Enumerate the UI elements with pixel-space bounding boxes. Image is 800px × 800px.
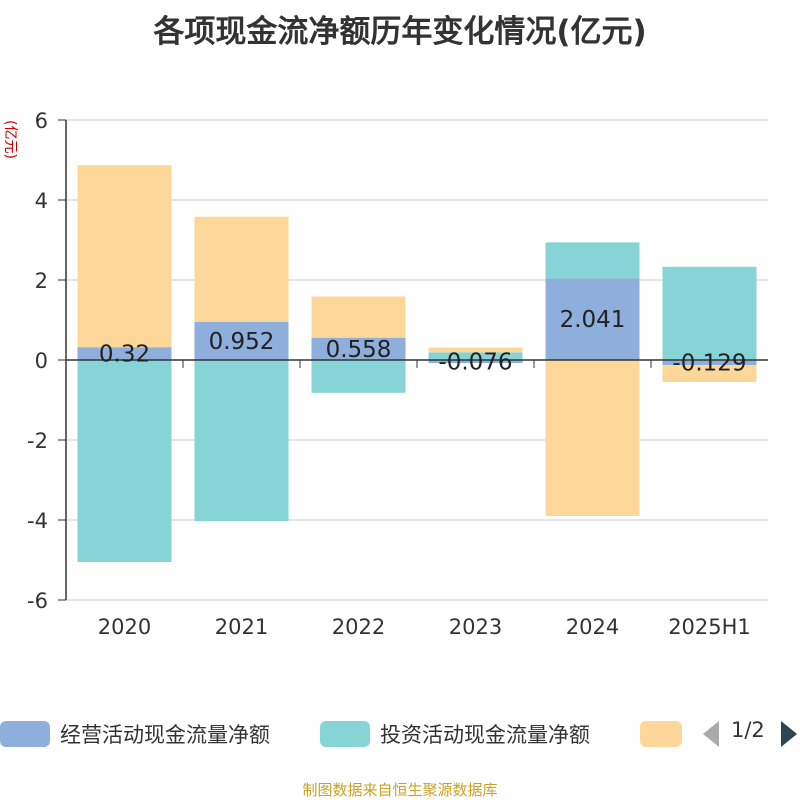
bar-investing-2021[interactable] — [194, 360, 289, 522]
bar-financing-2021[interactable] — [194, 216, 289, 322]
bar-financing-2022[interactable] — [311, 296, 406, 338]
legend-swatch-operating — [0, 721, 50, 747]
x-tick-label: 2022 — [332, 615, 385, 639]
legend-label-investing: 投资活动现金流量净额 — [380, 723, 590, 747]
bar-financing-2025H1[interactable] — [662, 365, 757, 382]
chart-title: 各项现金流净额历年变化情况(亿元) — [153, 14, 647, 50]
x-tick-label: 2023 — [449, 615, 502, 639]
x-tick-label: 2020 — [98, 615, 151, 639]
legend-item-operating[interactable]: 经营活动现金流量净额 — [0, 717, 270, 751]
data-label-2023: -0.076 — [438, 350, 512, 376]
y-tick-label: -2 — [27, 429, 48, 453]
y-axis-unit-label: (亿元) — [2, 120, 18, 159]
x-tick-label: 2025H1 — [668, 615, 751, 639]
bar-operating-2021[interactable] — [194, 321, 289, 360]
data-label-2025H1: -0.129 — [672, 351, 746, 377]
y-tick-label: 6 — [35, 109, 48, 133]
y-tick-label: -6 — [27, 589, 48, 613]
y-tick-label: 2 — [35, 269, 48, 293]
bar-operating-2023[interactable] — [428, 360, 523, 364]
bar-investing-2020[interactable] — [77, 360, 172, 562]
bar-financing-2020[interactable] — [77, 165, 172, 348]
data-label-2020: 0.32 — [99, 342, 150, 368]
x-tick-label: 2024 — [566, 615, 619, 639]
y-tick-label: 0 — [35, 349, 48, 373]
legend-item-financing[interactable] — [640, 717, 682, 751]
y-tick-label: 4 — [35, 189, 48, 213]
bar-investing-2023[interactable] — [428, 352, 523, 360]
legend-item-investing[interactable]: 投资活动现金流量净额 — [320, 717, 590, 751]
data-label-2022: 0.558 — [326, 337, 392, 363]
legend-prev-page-icon[interactable] — [700, 719, 722, 749]
data-label-2024: 2.041 — [560, 307, 626, 333]
x-tick-label: 2021 — [215, 615, 268, 639]
legend-swatch-financing — [640, 721, 682, 747]
bar-investing-2025H1[interactable] — [662, 266, 757, 360]
bar-operating-2024[interactable] — [545, 278, 640, 360]
data-label-2021: 0.952 — [209, 329, 275, 355]
bar-investing-2024[interactable] — [545, 242, 640, 279]
legend-page-indicator: 1/2 — [731, 718, 765, 742]
bar-operating-2020[interactable] — [77, 347, 172, 360]
legend-label-operating: 经营活动现金流量净额 — [60, 723, 270, 747]
bar-financing-2024[interactable] — [545, 360, 640, 516]
bar-operating-2025H1[interactable] — [662, 360, 757, 366]
bar-operating-2022[interactable] — [311, 337, 406, 360]
bar-investing-2022[interactable] — [311, 360, 406, 393]
y-tick-label: -4 — [27, 509, 48, 533]
legend-swatch-investing — [320, 721, 370, 747]
bar-financing-2023[interactable] — [428, 347, 523, 353]
legend-next-page-icon[interactable] — [778, 719, 800, 749]
source-footnote: 制图数据来自恒生聚源数据库 — [302, 781, 498, 799]
